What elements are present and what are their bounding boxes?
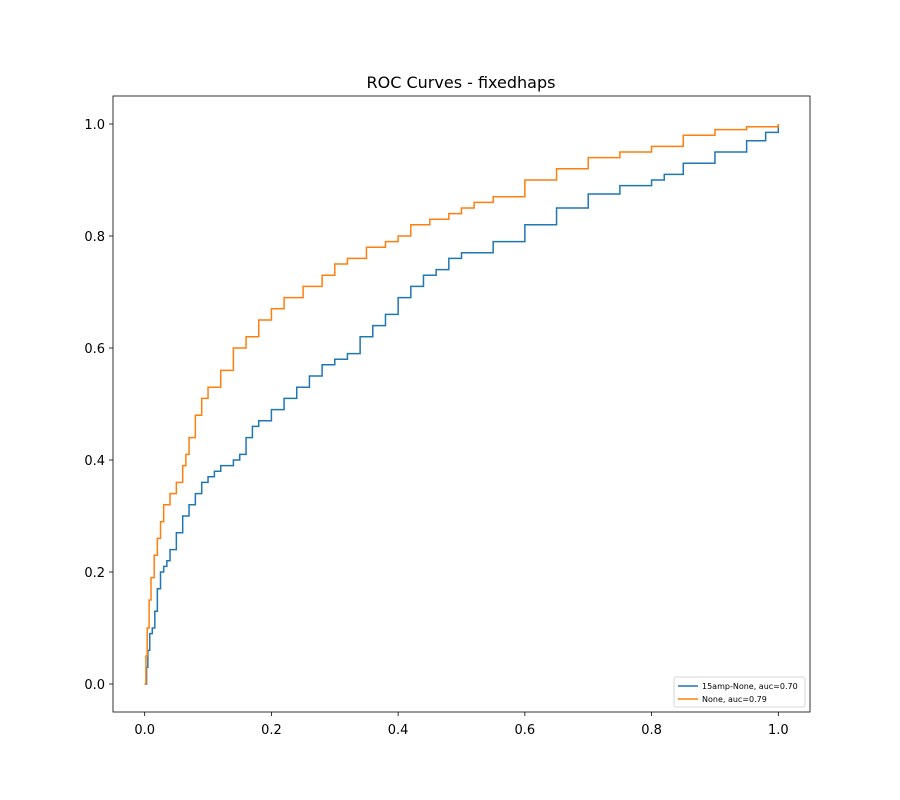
plot-area (113, 96, 810, 712)
y-tick-label: 0.0 (84, 678, 105, 693)
x-tick-label: 1.0 (768, 723, 789, 738)
plot-background (113, 96, 810, 712)
y-tick-label: 0.8 (84, 230, 105, 245)
axes-frame (112, 95, 811, 713)
axes-layer: 0.0 0.2 0.4 0.6 0.8 1.0 0.0 0.2 0.4 0.6 0.8 1.0 (84, 95, 811, 738)
x-tick-label: 0.4 (388, 723, 409, 738)
y-tick-label: 0.2 (84, 566, 105, 581)
legend-box (673, 676, 806, 708)
legend-label-1: None, auc=0.79 (702, 695, 767, 704)
series-line-0 (144, 124, 780, 685)
y-tick-label: 0.6 (84, 342, 105, 357)
chart-title: ROC Curves - fixedhaps (367, 73, 556, 92)
series-layer (144, 124, 780, 685)
x-tick-label: 0.0 (134, 723, 155, 738)
y-tick-label: 0.4 (84, 454, 105, 469)
legend: 15amp-None, auc=0.70 None, auc=0.79 (673, 676, 806, 708)
x-tick-label: 0.6 (515, 723, 536, 738)
x-tick-label: 0.2 (261, 723, 282, 738)
series-line-1 (144, 124, 780, 685)
legend-label-0: 15amp-None, auc=0.70 (702, 682, 798, 691)
x-tick-label: 0.8 (641, 723, 662, 738)
y-tick-label: 1.0 (84, 118, 105, 133)
